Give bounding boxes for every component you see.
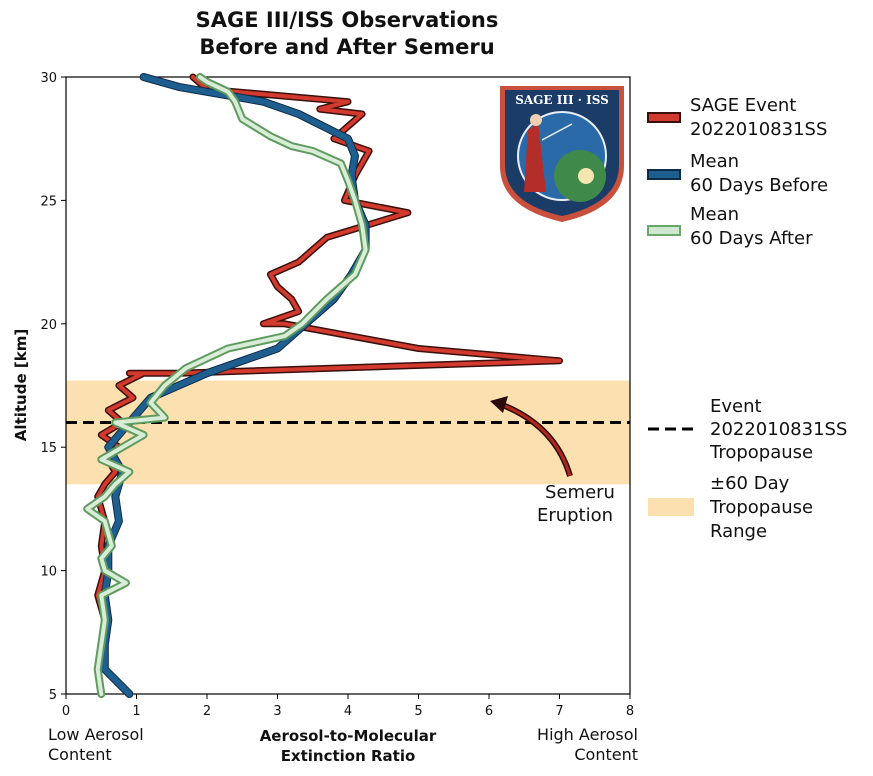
y-tick-label: 25: [40, 194, 57, 209]
x-tick-label: 0: [62, 704, 70, 719]
x-tick-label: 5: [414, 704, 422, 719]
x-tick-label: 6: [485, 704, 493, 719]
x-tick-label: 1: [132, 704, 140, 719]
legend: SAGE Event 2022010831SS Mean 60 Days Bef…: [647, 95, 847, 542]
y-axis-ticks: 5 10 15 20 25 30: [40, 71, 66, 703]
legend-label-tropopause-line-2: 2022010831SS: [710, 419, 847, 440]
series-mean-60-days-after: [83, 73, 370, 698]
y-tick-label: 15: [40, 441, 57, 456]
y-tick-label: 10: [40, 565, 57, 580]
legend-label-range-line-2: Tropopause: [709, 497, 813, 518]
legend-label-sage-event-line-2: 2022010831SS: [690, 119, 827, 140]
y-axis-title: Altitude [km]: [12, 329, 30, 441]
legend-label-mean-before-line-2: 60 Days Before: [690, 175, 828, 196]
x-axis-right-label-line-2: Content: [574, 745, 638, 764]
sage-iii-iss-logo: SAGE III · ISS: [500, 86, 624, 222]
x-axis-title-line-1: Aerosol-to-Molecular: [260, 727, 437, 745]
legend-label-mean-after-line-1: Mean: [690, 204, 739, 225]
semeru-arrowhead: [490, 396, 508, 413]
legend-label-tropopause-line-3: Tropopause: [709, 442, 813, 463]
x-tick-label: 7: [555, 704, 563, 719]
series-layer: [83, 73, 563, 698]
y-tick-label: 5: [49, 688, 57, 703]
chart-title-line-1: SAGE III/ISS Observations: [196, 8, 499, 32]
x-tick-label: 2: [203, 704, 211, 719]
semeru-label-line-2: Eruption: [537, 505, 613, 526]
y-tick-label: 20: [40, 318, 57, 333]
legend-label-tropopause-line-1: Event: [710, 396, 762, 417]
x-tick-label: 3: [273, 704, 281, 719]
legend-swatch-mean-before: [647, 169, 681, 180]
legend-swatch-tropopause-range: [648, 498, 694, 516]
x-tick-label: 4: [344, 704, 352, 719]
legend-swatch-sage-event: [647, 112, 681, 123]
semeru-arrow-inner: [499, 402, 572, 477]
x-axis-right-label-line-1: High Aerosol: [537, 725, 638, 744]
legend-label-range-line-1: ±60 Day: [710, 473, 790, 494]
x-axis-left-label-line-1: Low Aerosol: [48, 725, 144, 744]
x-axis-title-line-2: Extinction Ratio: [281, 747, 416, 765]
x-axis-left-label-line-2: Content: [48, 745, 112, 764]
legend-label-mean-after-line-2: 60 Days After: [690, 228, 813, 249]
legend-label-range-line-3: Range: [710, 521, 767, 542]
legend-label-mean-before-line-1: Mean: [690, 151, 739, 172]
logo-label: SAGE III · ISS: [515, 93, 609, 107]
semeru-label-line-1: Semeru: [545, 482, 615, 503]
legend-label-sage-event-line-1: SAGE Event: [690, 95, 796, 116]
legend-swatch-mean-after: [647, 225, 681, 236]
x-tick-label: 8: [626, 704, 634, 719]
semeru-annotation: Semeru Eruption: [490, 396, 615, 526]
y-tick-label: 30: [40, 71, 57, 86]
series-line: [85, 75, 368, 696]
x-axis-ticks: 0 1 2 3 4 5 6 7 8: [62, 694, 634, 719]
chart-title-line-2: Before and After Semeru: [199, 35, 494, 59]
